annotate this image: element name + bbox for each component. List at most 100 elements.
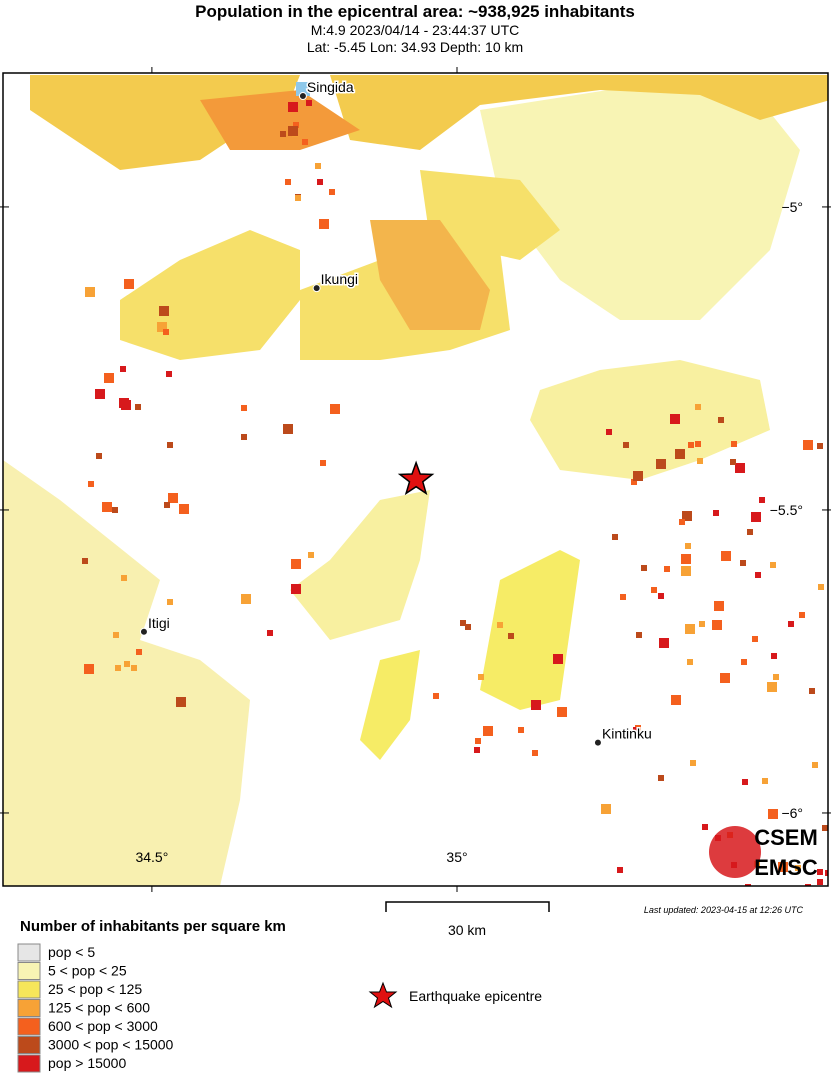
population-spot — [553, 654, 563, 664]
lon-label: 34.5° — [135, 849, 168, 865]
population-spot — [679, 519, 685, 525]
legend-swatch — [17, 1017, 41, 1036]
population-spot — [124, 279, 134, 289]
population-spot — [291, 584, 301, 594]
population-spot — [606, 429, 612, 435]
population-spot — [84, 664, 94, 674]
scale-bar — [385, 901, 550, 912]
population-spot — [747, 529, 753, 535]
population-spot — [670, 414, 680, 424]
population-spot — [319, 219, 329, 229]
population-areas — [3, 75, 828, 886]
population-spot — [557, 707, 567, 717]
population-spot — [241, 405, 247, 411]
population-spot — [474, 747, 480, 753]
population-spot — [641, 565, 647, 571]
population-spot — [159, 306, 169, 316]
population-spot — [296, 82, 310, 96]
population-spot — [762, 778, 768, 784]
city-marker — [312, 284, 321, 293]
legend-swatch — [17, 1036, 41, 1054]
population-spot — [283, 424, 293, 434]
population-spot — [681, 566, 691, 576]
population-spot — [770, 562, 776, 568]
population-spot — [697, 458, 703, 464]
population-spot — [817, 879, 823, 885]
lat-label: −5° — [781, 199, 803, 215]
population-spot — [690, 760, 696, 766]
population-spot — [176, 697, 186, 707]
population-spot — [713, 510, 719, 516]
population-spot — [818, 584, 824, 590]
population-spot — [157, 322, 167, 332]
population-spot — [617, 867, 623, 873]
population-spot — [168, 493, 178, 503]
population-spot — [741, 659, 747, 665]
population-spot — [773, 674, 779, 680]
population-spots — [82, 82, 828, 886]
legend-swatch — [17, 999, 41, 1017]
population-spot — [293, 122, 299, 128]
legend-label: pop < 5 — [48, 944, 95, 960]
population-spot — [659, 638, 669, 648]
lat-label: −5.5° — [770, 502, 803, 518]
population-spot — [768, 809, 778, 819]
population-spot — [95, 389, 105, 399]
population-spot — [85, 287, 95, 297]
population-spot — [730, 459, 736, 465]
population-spot — [664, 566, 670, 572]
population-spot — [812, 762, 818, 768]
population-spot — [285, 179, 291, 185]
population-spot — [742, 779, 748, 785]
lon-label: 35° — [446, 849, 467, 865]
population-spot — [799, 612, 805, 618]
population-spot — [280, 131, 286, 137]
legend-swatch — [17, 943, 41, 962]
population-spot — [317, 179, 323, 185]
population-spot — [809, 688, 815, 694]
population-spot — [658, 775, 664, 781]
legend-label: 5 < pop < 25 — [48, 963, 127, 979]
population-spot — [688, 442, 694, 448]
population-spot — [131, 665, 137, 671]
population-spot — [460, 620, 466, 626]
population-spot — [685, 624, 695, 634]
city-marker — [593, 738, 602, 747]
logo-text: EMSC — [754, 855, 818, 880]
population-spot — [681, 554, 691, 564]
population-spot — [631, 479, 637, 485]
population-spot — [735, 463, 745, 473]
population-spot — [803, 440, 813, 450]
population-spot — [433, 693, 439, 699]
population-spot — [731, 441, 737, 447]
population-spot — [508, 633, 514, 639]
population-spot — [778, 862, 788, 872]
population-spot — [483, 726, 493, 736]
population-spot — [721, 551, 731, 561]
population-spot — [465, 624, 471, 630]
city-marker — [139, 627, 148, 636]
population-spot — [755, 572, 761, 578]
population-spot — [687, 659, 693, 665]
population-spot — [102, 502, 112, 512]
population-spot — [135, 404, 141, 410]
population-spot — [124, 661, 130, 667]
population-spot — [685, 543, 691, 549]
population-spot — [612, 534, 618, 540]
population-spot — [714, 601, 724, 611]
population-spot — [720, 673, 730, 683]
city-label: Singida — [307, 79, 354, 95]
legend-label: 3000 < pop < 15000 — [48, 1037, 174, 1053]
population-spot — [712, 620, 722, 630]
legend-star — [368, 981, 398, 1009]
population-spot — [795, 865, 801, 871]
population-spot — [759, 497, 765, 503]
population-spot — [825, 870, 828, 876]
population-spot — [320, 460, 326, 466]
legend-label: pop > 15000 — [48, 1055, 126, 1071]
population-spot — [306, 100, 312, 106]
population-spot — [620, 594, 626, 600]
population-spot — [675, 449, 685, 459]
population-spot — [695, 441, 701, 447]
population-spot — [288, 126, 298, 136]
